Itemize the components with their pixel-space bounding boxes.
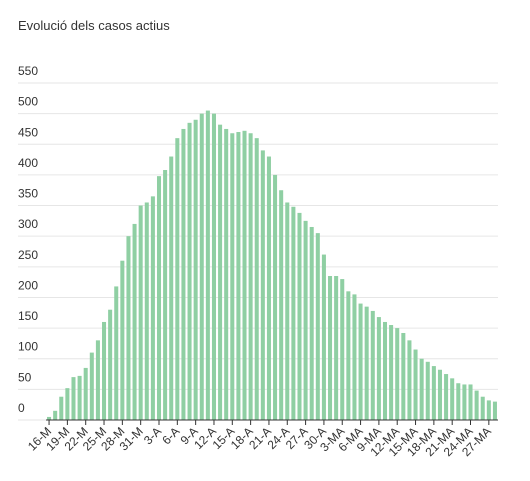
bar: [242, 130, 247, 420]
bar: [431, 366, 436, 420]
y-tick-label: 300: [18, 217, 38, 231]
bar: [199, 113, 204, 421]
bar: [150, 196, 155, 420]
bar: [205, 110, 210, 420]
bar: [437, 369, 442, 420]
bar: [315, 233, 320, 420]
bar: [163, 170, 168, 420]
bar: [407, 340, 412, 420]
bar: [358, 303, 363, 420]
bar: [89, 352, 94, 420]
bar: [492, 401, 497, 420]
bar: [77, 375, 82, 420]
bar: [413, 349, 418, 420]
bar: [211, 113, 216, 421]
bar: [187, 122, 192, 420]
bar: [425, 361, 430, 420]
bar: [53, 410, 58, 420]
bar: [144, 202, 149, 420]
chart-title: Evolució dels casos actius: [18, 18, 170, 33]
bar: [156, 176, 162, 420]
bar: [285, 202, 290, 420]
bar: [401, 332, 406, 420]
bar: [334, 276, 339, 420]
y-tick-label: 250: [18, 248, 38, 262]
y-tick-label: 350: [18, 187, 38, 201]
bar: [138, 205, 143, 420]
bar: [382, 321, 388, 420]
bar: [224, 128, 229, 421]
bar: [108, 309, 113, 420]
y-tick-label: 450: [18, 125, 38, 139]
bar: [230, 133, 235, 420]
bar: [248, 133, 253, 420]
bar: [120, 260, 125, 420]
bar: [95, 340, 100, 420]
bar: [218, 124, 223, 420]
bar: [340, 279, 345, 420]
y-tick-label: 50: [18, 370, 32, 384]
bar: [370, 310, 375, 420]
bar: [279, 190, 284, 420]
bar: [126, 236, 131, 420]
bar: [346, 291, 351, 420]
bar: [297, 212, 302, 420]
y-tick-label: 200: [18, 278, 38, 292]
bar: [480, 396, 485, 420]
bar: [236, 132, 241, 420]
bar: [462, 384, 467, 420]
y-tick-label: 150: [18, 309, 38, 323]
bar: [254, 138, 259, 421]
bar: [321, 254, 326, 420]
bar: [376, 317, 381, 420]
bar: [456, 383, 461, 420]
bar: [175, 138, 180, 421]
bar: [419, 358, 424, 420]
bar: [395, 328, 400, 420]
bar: [102, 321, 107, 420]
y-tick-label: 0: [18, 401, 25, 415]
bar: [444, 374, 449, 420]
bar: [328, 276, 333, 420]
bar: [132, 223, 137, 420]
y-tick-label: 100: [18, 340, 38, 354]
bar: [450, 378, 455, 420]
bar: [352, 294, 357, 420]
y-tick-label: 400: [18, 156, 38, 170]
bar: [260, 150, 265, 420]
bar: [114, 286, 119, 420]
bar: [273, 174, 278, 420]
bar: [47, 416, 52, 420]
bar: [468, 384, 473, 420]
bar: [65, 388, 70, 420]
y-tick-label: 550: [18, 64, 38, 78]
bar: [59, 396, 64, 420]
bar: [291, 206, 296, 420]
bar: [83, 367, 88, 420]
bar: [181, 128, 186, 421]
bar: [486, 400, 491, 420]
bar: [71, 377, 76, 420]
bar: [266, 156, 271, 420]
bar: [193, 119, 198, 420]
bar: [364, 306, 369, 420]
y-tick-label: 500: [18, 95, 38, 109]
bar: [389, 325, 394, 420]
bar: [169, 156, 174, 420]
bar: [303, 220, 308, 420]
bar: [309, 226, 314, 420]
bar: [474, 390, 479, 420]
